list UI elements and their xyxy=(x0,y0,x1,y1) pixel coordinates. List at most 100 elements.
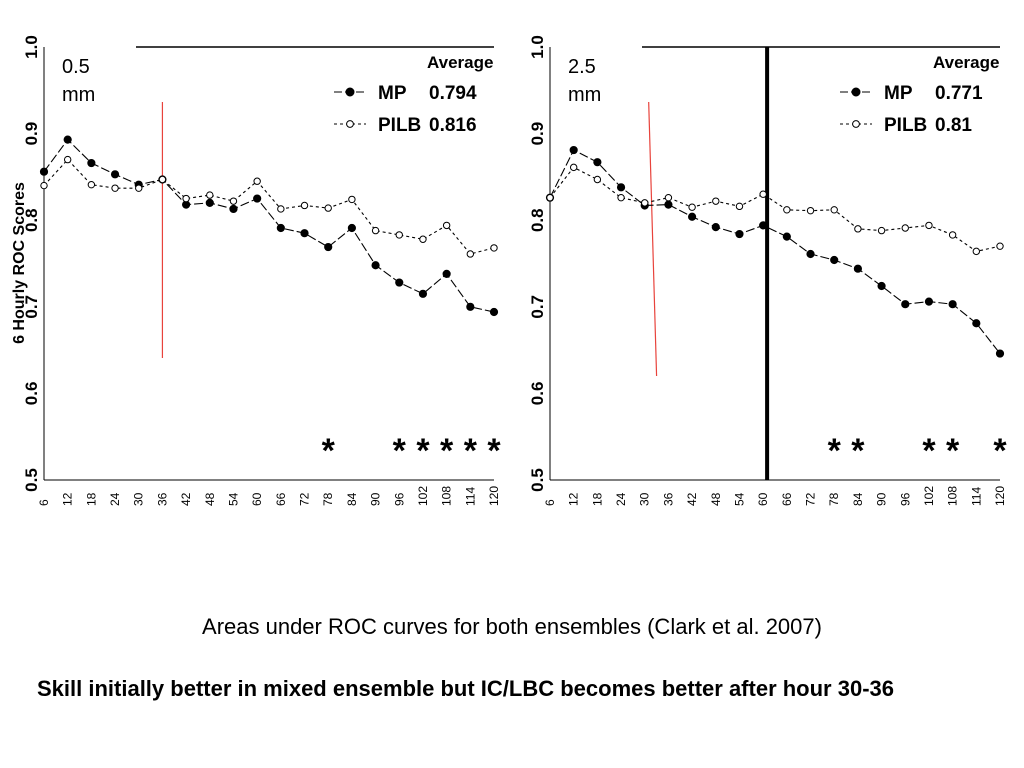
significance-star: * xyxy=(393,432,407,470)
x-tick-label: 114 xyxy=(969,487,983,506)
x-tick-label: 66 xyxy=(274,492,288,506)
data-point-pilb xyxy=(419,235,427,243)
chart-panel-0p5mm: 0.5 0.6 0.7 0.8 0.9 1.0 6 Hourly ROC Scores 6 12… xyxy=(11,35,501,506)
data-point-mp xyxy=(688,212,697,221)
x-tick-label: 78 xyxy=(827,492,841,506)
significance-star: * xyxy=(464,432,478,470)
data-point-mp xyxy=(901,300,910,309)
legend-name: PILB xyxy=(378,115,421,136)
data-point-mp xyxy=(616,183,626,192)
x-tick-label: 72 xyxy=(804,492,818,506)
panel-label-unit: mm xyxy=(568,84,601,106)
y-tick-label: 0.7 xyxy=(528,295,547,319)
data-point-mp xyxy=(569,145,578,155)
data-point-pilb xyxy=(442,221,451,230)
data-point-pilb xyxy=(593,175,602,184)
x-tick-label: 6 xyxy=(37,499,51,506)
y-tick-label: 0.7 xyxy=(22,295,41,319)
data-point-pilb xyxy=(996,242,1004,250)
data-point-pilb xyxy=(371,226,380,235)
x-tick-label: 12 xyxy=(567,492,581,506)
x-tick-label: 84 xyxy=(851,492,865,506)
data-point-mp xyxy=(229,204,238,214)
data-point-pilb xyxy=(664,193,673,202)
data-point-pilb xyxy=(948,231,957,239)
legend-header: Average xyxy=(933,53,999,72)
data-point-mp xyxy=(782,232,791,241)
data-point-mp xyxy=(806,249,815,259)
data-point-mp xyxy=(664,200,673,209)
panel-label-value: 2.5 xyxy=(568,56,596,78)
y-tick-label: 0.8 xyxy=(22,208,41,232)
significance-star: * xyxy=(851,432,865,470)
data-point-pilb xyxy=(466,250,475,258)
data-point-mp xyxy=(924,297,934,306)
data-point-pilb xyxy=(972,247,981,256)
x-tick-label: 30 xyxy=(638,492,652,506)
y-tick-label: 0.9 xyxy=(22,122,41,146)
conclusion-text: Skill initially better in mixed ensemble… xyxy=(37,676,895,701)
y-axis-label: 6 Hourly ROC Scores xyxy=(11,182,28,344)
data-point-pilb xyxy=(206,191,214,199)
significance-star: * xyxy=(993,432,1007,470)
data-point-pilb xyxy=(63,155,72,164)
data-point-pilb xyxy=(182,194,190,203)
series-line-mp xyxy=(549,149,1001,354)
y-tick-label: 0.9 xyxy=(528,122,547,146)
x-tick-label: 36 xyxy=(661,492,675,506)
data-point-pilb xyxy=(324,204,332,212)
data-point-pilb xyxy=(111,184,119,192)
data-point-mp xyxy=(63,135,72,144)
x-tick-label: 30 xyxy=(132,492,146,506)
data-point-pilb xyxy=(348,195,356,204)
significance-star: * xyxy=(322,432,336,470)
data-point-mp xyxy=(948,300,957,309)
x-tick-label: 60 xyxy=(756,492,770,506)
y-tick-label: 0.6 xyxy=(22,382,41,406)
data-point-mp xyxy=(830,255,839,265)
x-tick-label: 24 xyxy=(108,492,122,506)
chart-panel-2p5mm: 0.5 0.6 0.7 0.8 0.9 1.0 6 12 18 24 30 36 42 48 54 60 66 7… xyxy=(528,35,1007,506)
legend-marker-pilb xyxy=(346,120,354,128)
legend-average: 0.816 xyxy=(429,115,477,136)
data-point-pilb xyxy=(806,206,815,215)
data-point-pilb xyxy=(229,197,238,205)
legend-marker-mp xyxy=(345,87,355,97)
data-point-mp xyxy=(300,229,309,238)
data-point-pilb xyxy=(901,224,909,232)
series-line-pilb xyxy=(43,158,495,255)
data-point-pilb xyxy=(641,199,649,207)
legend-marker-mp xyxy=(851,87,861,97)
y-tick-label: 0.8 xyxy=(528,208,547,232)
data-point-pilb xyxy=(617,193,625,202)
legend-header: Average xyxy=(427,53,493,72)
data-point-mp xyxy=(418,289,428,298)
x-tick-label: 96 xyxy=(898,492,912,506)
y-tick-label: 1.0 xyxy=(528,35,547,59)
y-tick-label: 1.0 xyxy=(22,35,41,59)
data-point-mp xyxy=(395,278,404,287)
data-point-pilb xyxy=(40,181,48,190)
data-point-pilb xyxy=(490,244,498,252)
significance-star: * xyxy=(440,432,454,470)
data-point-pilb xyxy=(395,231,403,239)
significance-star: * xyxy=(828,432,842,470)
legend-average: 0.771 xyxy=(935,83,983,104)
x-tick-label: 96 xyxy=(392,492,406,506)
x-tick-label: 42 xyxy=(179,492,193,506)
panel-label-value: 0.5 xyxy=(62,56,90,78)
data-point-pilb xyxy=(830,206,838,214)
legend-average: 0.794 xyxy=(429,83,477,104)
data-point-pilb xyxy=(783,206,791,214)
data-point-mp xyxy=(442,269,451,278)
data-point-pilb xyxy=(135,184,143,192)
x-tick-label: 102 xyxy=(416,486,430,506)
x-tick-label: 36 xyxy=(155,492,169,506)
x-tick-label: 60 xyxy=(250,492,264,506)
data-point-pilb xyxy=(925,221,933,230)
data-point-pilb xyxy=(158,175,167,184)
legend-name: MP xyxy=(378,83,407,104)
series-line-mp xyxy=(43,138,495,313)
data-point-mp xyxy=(972,319,981,328)
data-point-mp xyxy=(711,223,720,232)
